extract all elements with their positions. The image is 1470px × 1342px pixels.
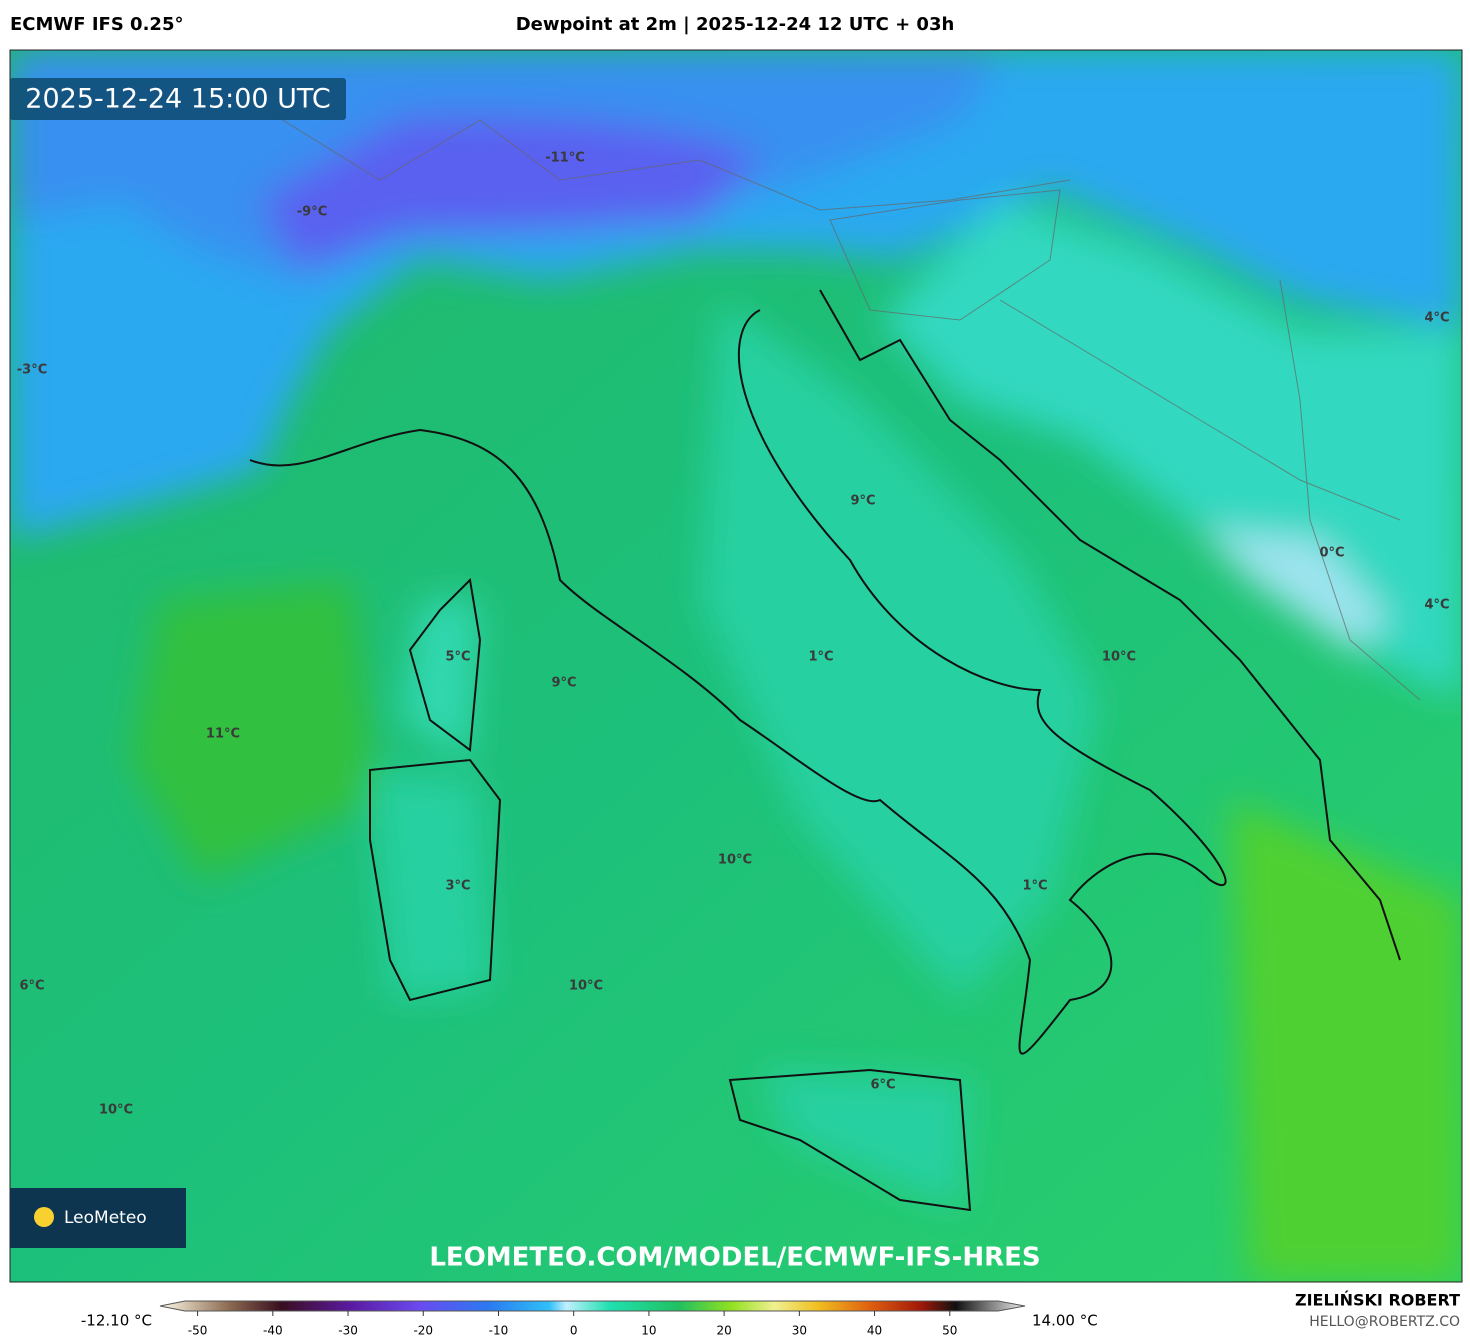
contour-label: 10°C xyxy=(569,979,603,994)
contour-label: 9°C xyxy=(551,676,576,691)
contour-label: 4°C xyxy=(1424,311,1449,326)
colorbar-scale xyxy=(159,1300,1026,1312)
contour-label: 6°C xyxy=(19,979,44,994)
colorbar-tick-label: 0 xyxy=(570,1324,578,1338)
colorbar-tick-label: 30 xyxy=(792,1324,807,1338)
contour-label: 5°C xyxy=(445,650,470,665)
colorbar-tick-label: -30 xyxy=(338,1324,358,1338)
author: ZIELIŃSKI ROBERT xyxy=(1295,1291,1460,1310)
contour-label: -9°C xyxy=(297,205,327,220)
contour-label: 1°C xyxy=(808,650,833,665)
model-name: ECMWF IFS 0.25° xyxy=(10,14,183,35)
colorbar-tick-label: -50 xyxy=(188,1324,208,1338)
contour-label: 0°C xyxy=(1319,546,1344,561)
contour-label: 3°C xyxy=(445,879,470,894)
contour-label: 10°C xyxy=(718,853,752,868)
colorbar-tick-label: 20 xyxy=(716,1324,731,1338)
time-box xyxy=(10,78,346,120)
coastline xyxy=(249,289,1401,1212)
colorbar-tick-label: 10 xyxy=(641,1324,656,1338)
watermark: LEOMETEO.COM/MODEL/ECMWF-IFS-HRES xyxy=(429,1243,1040,1273)
colorbar: -50 -40 -30 -20 -10 0 10 20 30 40 50 xyxy=(159,1300,1026,1338)
contour-label: 10°C xyxy=(99,1103,133,1118)
contour-label: 6°C xyxy=(870,1078,895,1093)
map xyxy=(10,50,1462,1282)
logo-text: LeoMeteo xyxy=(64,1208,147,1228)
colorbar-tick-label: -20 xyxy=(413,1324,433,1338)
contour-label: 9°C xyxy=(850,494,875,509)
colorbar-tick-label: -10 xyxy=(489,1324,509,1338)
contour-label: 4°C xyxy=(1424,598,1449,613)
contour-label: 10°C xyxy=(1102,650,1136,665)
map-frame xyxy=(9,49,1463,1283)
borders xyxy=(249,99,1421,701)
logo-sun xyxy=(34,1207,54,1227)
colorbar-tick-label: 40 xyxy=(867,1324,882,1338)
colorbar-min: -12.10 °C xyxy=(81,1312,152,1330)
colorbar-tick-label: -40 xyxy=(263,1324,283,1338)
map-title: Dewpoint at 2m | 2025-12-24 12 UTC + 03h xyxy=(516,14,955,35)
contour-labels: -11°C -9°C -3°C 4°C 9°C 0°C 4°C 5°C 1°C 10°C 9°C 11… xyxy=(17,151,1450,1118)
contour-label: 11°C xyxy=(206,727,240,742)
contour-label: -11°C xyxy=(545,151,585,166)
colorbar-max: 14.00 °C xyxy=(1032,1312,1098,1330)
colorbar-tick-label: 50 xyxy=(942,1324,957,1338)
valid-time: 2025-12-24 15:00 UTC xyxy=(25,84,330,115)
email: HELLO@ROBERTZ.CO xyxy=(1309,1314,1460,1330)
contour-label: -3°C xyxy=(17,363,47,378)
contour-label: 1°C xyxy=(1022,879,1047,894)
